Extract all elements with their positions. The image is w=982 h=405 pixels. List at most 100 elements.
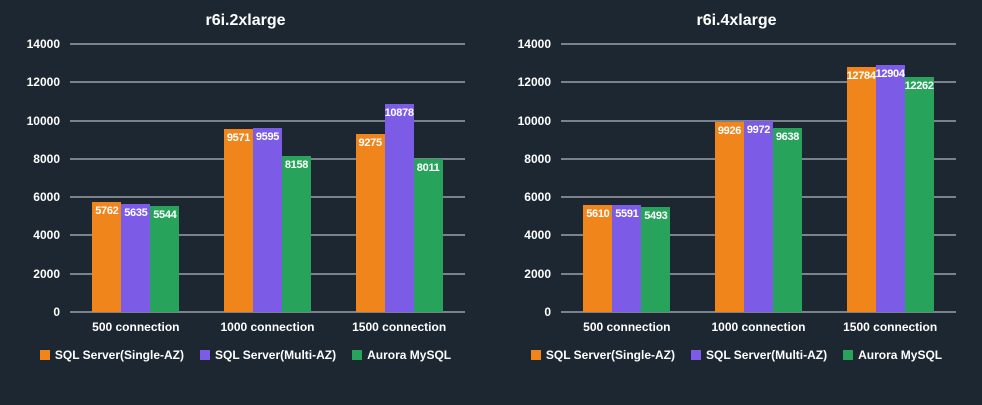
y-axis-tick-label: 2000 — [524, 266, 551, 281]
y-axis-tick-label: 4000 — [524, 228, 551, 243]
legend-label: SQL Server(Multi-AZ) — [706, 348, 828, 362]
bar-value-label: 9926 — [717, 125, 742, 137]
bar-value-label: 12784 — [846, 70, 876, 83]
legend-swatch-icon — [39, 350, 50, 360]
bar: 12784 — [847, 67, 876, 312]
y-axis-tick-label: 10000 — [517, 113, 551, 128]
bar-value-label: 12904 — [875, 67, 905, 80]
chart-r6i-2xlarge: r6i.2xlarge 0 2000 4000 6000 8000 10000 12000 1… — [12, 12, 479, 362]
bar: 10878 — [384, 103, 414, 312]
bar-value-label: 8158 — [284, 158, 309, 171]
chart-title: r6i.4xlarge — [696, 12, 777, 29]
bar: 9926 — [714, 122, 744, 312]
bar-group: 12784 12904 12262 — [847, 44, 934, 312]
bar: 9638 — [772, 127, 802, 312]
y-axis-tick-label: 12000 — [517, 75, 551, 90]
bar: 9595 — [252, 128, 282, 312]
bar-group: 9926 9972 9638 — [714, 44, 802, 312]
y-axis-tick-label: 14000 — [26, 37, 60, 51]
legend-item: SQL Server(Multi-AZ) — [200, 348, 336, 362]
x-axis-labels: 500 connection 1000 connection 1500 connec… — [561, 320, 956, 334]
legend-swatch-icon — [691, 350, 701, 360]
bar-groups: 5762 5635 5544 9571 9595 8158 9275 10878 8011 — [70, 44, 465, 312]
gridline — [561, 120, 956, 122]
bar-value-label: 5493 — [644, 209, 668, 222]
bar-value-label: 9638 — [775, 130, 800, 143]
legend-item: SQL Server(Single-AZ) — [530, 348, 675, 362]
legend-label: Aurora MySQL — [858, 348, 943, 362]
x-axis-label: 1000 connection — [220, 320, 315, 334]
legend-item: Aurora MySQL — [843, 348, 942, 362]
bar-value-label: 9571 — [226, 131, 251, 144]
legend-item: Aurora MySQL — [352, 348, 451, 362]
y-axis-tick-label: 10000 — [26, 113, 60, 128]
bar-value-label: 9595 — [255, 131, 280, 144]
gridline — [70, 120, 465, 122]
bar: 8011 — [413, 158, 443, 312]
gridline — [70, 311, 465, 313]
bar-group: 5610 5591 5493 — [583, 44, 671, 312]
y-axis-tick-label: 12000 — [26, 75, 60, 90]
y-axis-tick-label: 8000 — [33, 151, 60, 166]
legend-swatch-icon — [843, 350, 854, 360]
bar-value-label: 9275 — [358, 137, 383, 150]
bar: 5591 — [612, 204, 642, 312]
x-axis-label: 1000 connection — [711, 320, 806, 334]
x-axis-label: 500 connection — [583, 320, 671, 334]
chart-r6i-4xlarge: r6i.4xlarge 0 2000 4000 6000 8000 10000 12000 1… — [491, 0, 982, 405]
gridline — [70, 81, 465, 83]
x-axis-label: 1500 connection — [843, 320, 938, 334]
bar-value-label: 9972 — [746, 124, 771, 137]
legend-swatch-icon — [200, 350, 210, 360]
gridline — [561, 81, 956, 83]
bar-value-label: 5544 — [153, 208, 177, 221]
legend: SQL Server(Single-AZ) SQL Server(Multi-AZ… — [503, 348, 970, 362]
bar-group: 5762 5635 5544 — [92, 44, 180, 312]
bar: 8158 — [281, 155, 311, 312]
gridline — [561, 43, 956, 45]
plot-area: 0 2000 4000 6000 8000 10000 12000 14000 5762 5635… — [27, 38, 465, 318]
legend-swatch-icon — [530, 350, 541, 360]
gridline — [561, 311, 956, 313]
bar-group: 9275 10878 8011 — [355, 44, 443, 312]
bar-value-label: 5591 — [615, 207, 639, 220]
bar-group: 9571 9595 8158 — [223, 44, 311, 312]
legend-label: Aurora MySQL — [367, 348, 452, 362]
plot-area: 0 2000 4000 6000 8000 10000 12000 14000 5610 5591… — [518, 38, 956, 318]
bar: 5493 — [641, 206, 671, 312]
bar-value-label: 5762 — [95, 204, 119, 217]
y-axis-tick-label: 2000 — [33, 266, 60, 281]
legend-label: SQL Server(Multi-AZ) — [215, 348, 337, 362]
bar: 9571 — [223, 128, 253, 312]
bar: 12904 — [875, 64, 905, 312]
legend: SQL Server(Single-AZ) SQL Server(Multi-AZ… — [12, 348, 479, 362]
bar: 5762 — [92, 201, 122, 312]
chart-title: r6i.2xlarge — [205, 12, 286, 29]
legend-swatch-icon — [352, 350, 363, 360]
y-axis-tick-label: 0 — [53, 305, 60, 319]
bar: 5544 — [150, 205, 180, 312]
bar: 5610 — [583, 204, 613, 312]
y-axis-tick-label: 0 — [544, 305, 551, 319]
x-axis-labels: 500 connection 1000 connection 1500 connec… — [70, 320, 465, 334]
bar: 5635 — [121, 204, 151, 312]
bar-value-label: 5610 — [586, 207, 610, 220]
x-axis-label: 1500 connection — [352, 320, 447, 334]
bar-value-label: 12262 — [904, 80, 934, 93]
bar: 9275 — [355, 134, 385, 312]
y-axis-tick-label: 4000 — [33, 228, 60, 243]
bar-groups: 5610 5591 5493 9926 9972 9638 12784 12904 12262 — [561, 44, 956, 312]
bar-value-label: 10878 — [384, 106, 414, 119]
gridline — [70, 43, 465, 45]
bar-value-label: 8011 — [416, 161, 440, 174]
x-axis-label: 500 connection — [92, 320, 180, 334]
bar-value-label: 5635 — [124, 207, 148, 220]
legend-item: SQL Server(Multi-AZ) — [691, 348, 827, 362]
y-axis-tick-label: 6000 — [33, 190, 60, 205]
bar: 9972 — [743, 121, 773, 312]
legend-label: SQL Server(Single-AZ) — [54, 348, 184, 362]
legend-label: SQL Server(Single-AZ) — [545, 348, 675, 362]
y-axis-tick-label: 14000 — [517, 37, 551, 51]
legend-item: SQL Server(Single-AZ) — [39, 348, 184, 362]
